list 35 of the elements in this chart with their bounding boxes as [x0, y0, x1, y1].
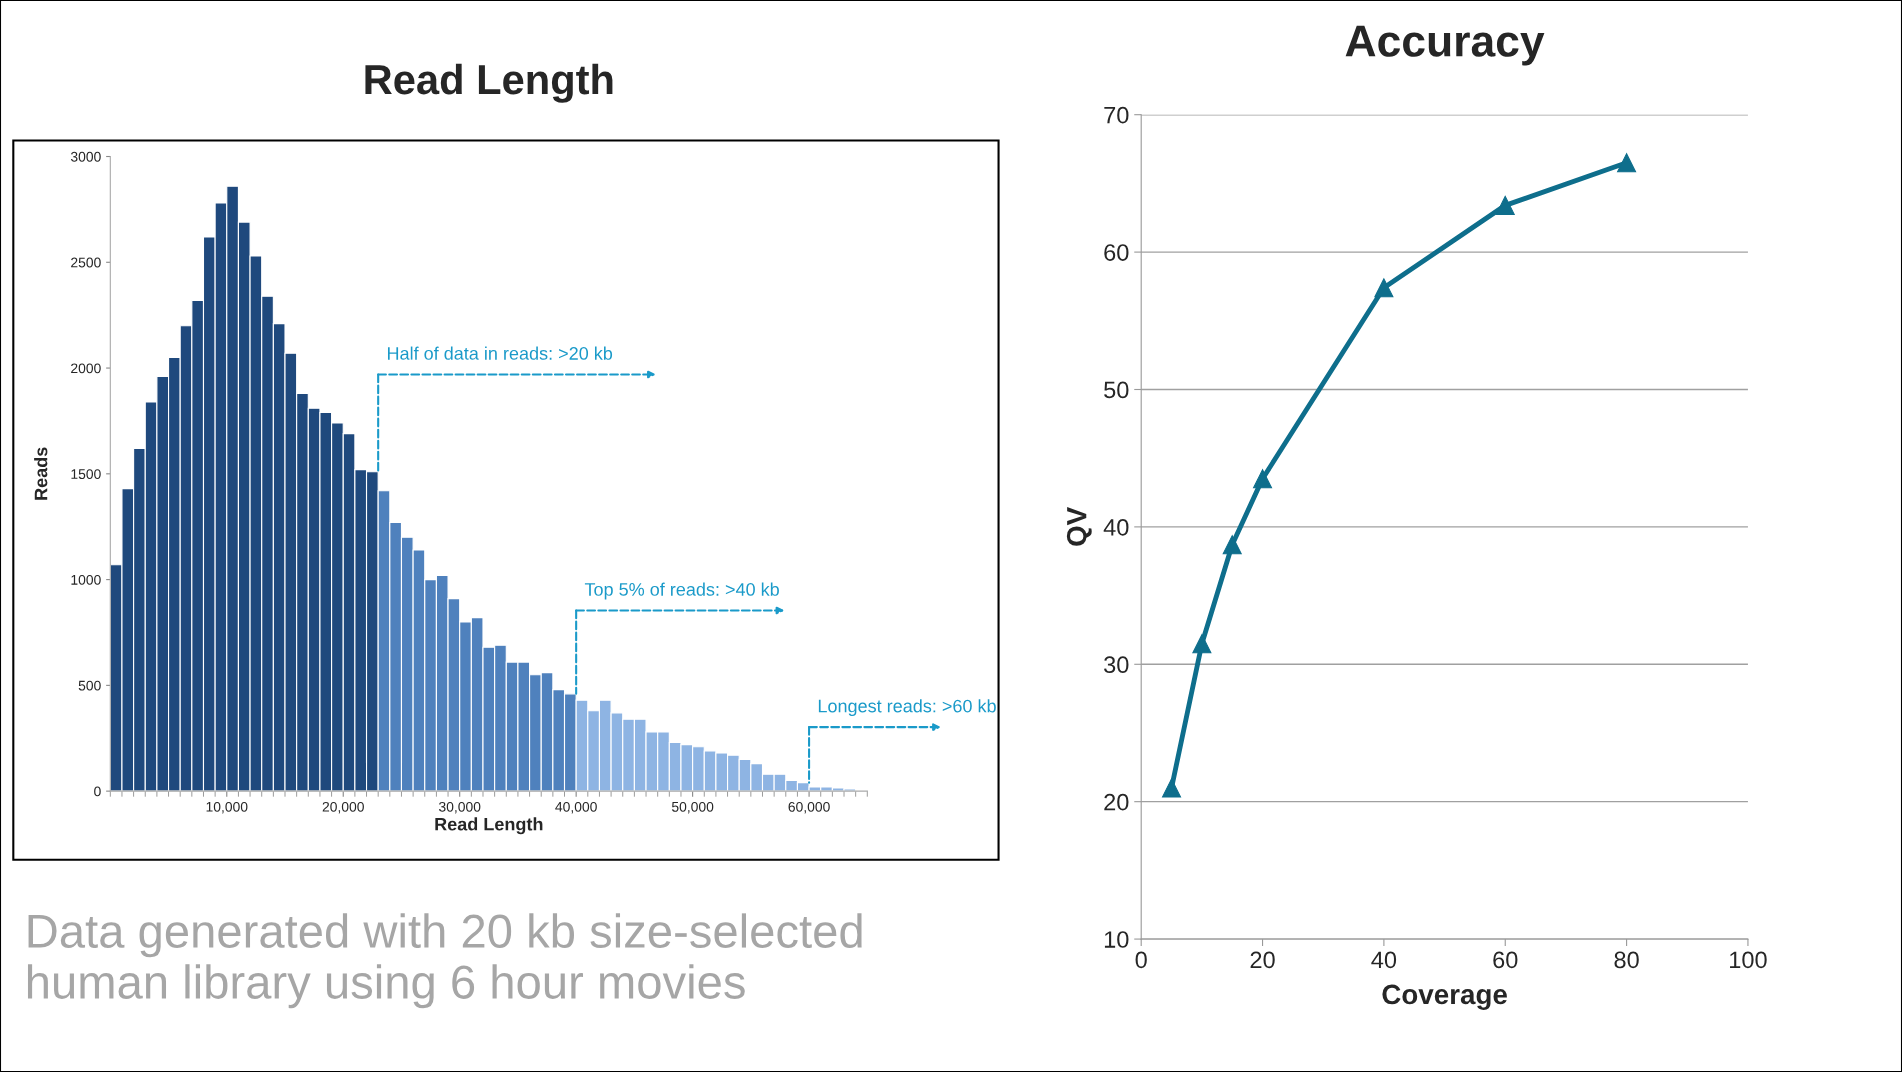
x-tick-label: 60: [1493, 951, 1518, 969]
y-axis-title: Reads: [34, 447, 48, 500]
y-tick-label: 2500: [71, 257, 101, 268]
x-tick-label: 20,000: [322, 801, 364, 814]
y-tick-label: 2000: [71, 363, 101, 374]
x-tick-label: 30,000: [438, 801, 481, 814]
x-tick-label: 50,000: [671, 801, 714, 814]
y-tick-label: 3000: [70, 151, 101, 162]
annotation: Top 5% of reads: >40 kb: [584, 582, 779, 600]
chart-title: Read Length: [365, 63, 613, 103]
text: Data generated with 20 kb size-selected human library using 6 hour movies: [27, 913, 862, 1009]
annotation: Half of data in reads: >20 kb: [387, 346, 613, 360]
y-tick-label: 50: [1104, 381, 1129, 399]
x-axis-title: Read Length: [435, 817, 543, 835]
y-tick-label: 40: [1103, 518, 1129, 536]
chart-title: Accuracy: [1345, 25, 1545, 66]
x-tick-label: 10,000: [206, 801, 248, 814]
y-tick-label: 70: [1104, 106, 1129, 124]
x-tick-label: 60,000: [788, 801, 830, 814]
x-axis-title: Coverage: [1382, 984, 1507, 1010]
y-tick-label: 1000: [71, 574, 101, 585]
y-tick-label: 60: [1104, 244, 1129, 261]
y-tick-label: 500: [78, 680, 101, 691]
annotation: Longest reads: >60 kb: [818, 699, 996, 717]
x-tick-label: 0: [1135, 951, 1147, 969]
x-tick-label: 40,000: [555, 801, 597, 814]
x-tick-label: 20: [1250, 951, 1275, 969]
y-tick-label: 0: [94, 786, 101, 797]
y-tick-label: 10: [1104, 931, 1129, 948]
y-tick-label: 30: [1104, 656, 1129, 674]
y-axis-title: QV: [1066, 507, 1092, 546]
y-tick-label: 1500: [71, 469, 101, 479]
x-tick-label: 40: [1371, 951, 1397, 969]
x-tick-label: 80: [1614, 951, 1639, 969]
x-tick-label: 100: [1730, 951, 1767, 969]
